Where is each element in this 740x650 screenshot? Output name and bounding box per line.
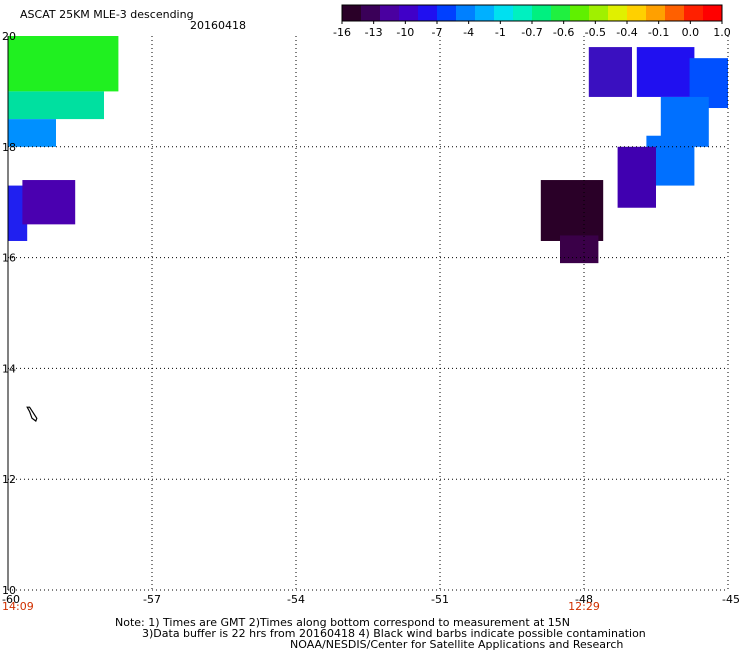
colorbar-swatch [380,5,400,21]
latitude-labels: 20 18 16 14 12 10 [2,30,16,597]
barbados-island-outline [26,406,38,422]
colorbar-tick-label: -0.7 [521,26,542,39]
latitude-label: 20 [2,30,16,43]
wind-swath-cell [636,47,695,97]
colorbar-tick-label: 0.0 [682,26,700,39]
lat-lon-grid [8,36,729,591]
footer-note-line2: 3)Data buffer is 22 hrs from 20160418 4)… [142,627,646,640]
colorbar-swatch [627,5,647,21]
map-title: ASCAT 25KM MLE-3 descending [20,8,194,21]
colorbar-tick-label: -0.5 [585,26,606,39]
time-labels: 14:09 12:29 [2,600,600,613]
colorbar-tick-label: -0.1 [648,26,669,39]
colorbar-swatch [361,5,381,21]
wind-swath-cell [617,146,656,208]
colorbar-tick-label: -0.4 [616,26,637,39]
latitude-label: 12 [2,473,16,486]
colorbar-swatch [570,5,590,21]
colorbar-tick-label: -4 [463,26,474,39]
wind-swath-cell [540,180,604,241]
colorbar-tick-label: -16 [333,26,351,39]
colorbar-swatch [437,5,457,21]
latitude-label: 18 [2,141,16,154]
colorbar-tick-label: -0.6 [553,26,574,39]
footer-credit: NOAA/NESDIS/Center for Satellite Applica… [290,638,623,650]
colorbar-swatch [456,5,476,21]
longitude-labels: -60 -57 -54 -51 -48 -45 [2,593,740,606]
colorbar-swatch [589,5,609,21]
time-label: 12:29 [568,600,600,613]
wind-swath-cell [560,235,599,264]
colorbar-swatch [399,5,419,21]
longitude-label: -51 [431,593,449,606]
longitude-label: -48 [575,593,593,606]
longitude-label: -54 [287,593,305,606]
map-date: 20160418 [190,19,246,32]
colorbar-swatch [703,5,723,21]
wind-swath-cell [22,180,76,225]
colorbar [341,4,723,22]
colorbar-tick-label: -13 [365,26,383,39]
colorbar-tick-label: 1.0 [713,26,731,39]
wind-swath-cell [8,119,56,147]
time-label: 14:09 [2,600,34,613]
wind-swath-cell [8,36,119,92]
latitude-label: 10 [2,584,16,597]
wind-swath-cell [588,47,632,97]
colorbar-swatch [418,5,438,21]
colorbar-swatch [494,5,514,21]
colorbar-swatch [646,5,666,21]
wind-swath-cell [8,91,104,120]
colorbar-swatch [608,5,628,21]
colorbar-labels: -16 -13 -10 -7 -4 -1 -0.7 -0.6 -0.5 -0.4 -0.1 0.0 1.… [333,21,731,39]
colorbar-swatch [551,5,571,21]
wind-swaths [8,36,728,264]
colorbar-swatch [342,5,362,21]
longitude-label: -60 [2,593,20,606]
colorbar-swatch [513,5,533,21]
colorbar-tick-label: -7 [432,26,443,39]
colorbar-swatch [475,5,495,21]
colorbar-swatch [684,5,704,21]
colorbar-swatch [665,5,685,21]
latitude-label: 16 [2,252,16,265]
longitude-label: -57 [143,593,161,606]
colorbar-swatch [532,5,552,21]
colorbar-tick-label: -1 [495,26,506,39]
footer-note-line1: Note: 1) Times are GMT 2)Times along bot… [115,616,570,629]
longitude-label: -45 [722,593,740,606]
latitude-label: 14 [2,362,16,375]
colorbar-tick-label: -10 [396,26,414,39]
